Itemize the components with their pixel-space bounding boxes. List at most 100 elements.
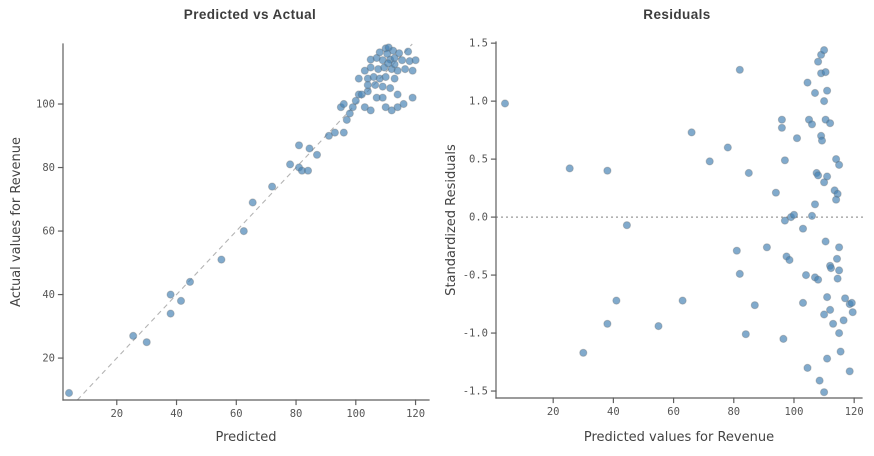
data-point <box>814 57 823 66</box>
data-point <box>835 329 844 338</box>
data-point <box>687 128 696 137</box>
data-point <box>845 367 854 376</box>
data-point <box>833 274 842 283</box>
data-point <box>366 63 375 72</box>
data-point <box>823 86 832 95</box>
plot-area: 20 40 60 80 100 120 -1.5 -1.0 -0.5 0.0 0.5 1.0 1.5 <box>463 38 865 418</box>
data-point <box>375 48 384 57</box>
data-point <box>803 363 812 372</box>
data-point <box>815 376 824 385</box>
data-point <box>393 90 402 99</box>
data-point <box>826 264 836 273</box>
data-point <box>360 103 369 112</box>
data-point <box>342 115 351 125</box>
data-point <box>366 106 375 115</box>
data-point <box>500 99 510 108</box>
data-point <box>821 68 830 77</box>
residuals-chart: 20 40 60 80 100 120 -1.5 -1.0 -0.5 0.0 0.5 1.0 1.5 R… <box>444 7 865 445</box>
data-point <box>387 106 396 115</box>
data-point <box>750 301 759 310</box>
data-point <box>807 120 817 129</box>
data-point <box>565 164 574 173</box>
data-point <box>142 338 151 347</box>
y-tick-label: 20 <box>42 353 55 365</box>
data-point <box>839 316 848 325</box>
y-tick-label: 40 <box>42 289 55 301</box>
data-point <box>408 66 417 75</box>
data-point <box>381 103 390 112</box>
x-tick-label: 40 <box>607 406 620 418</box>
y-tick-label: 0.0 <box>469 212 488 224</box>
data-point <box>603 319 612 328</box>
data-point <box>723 143 732 152</box>
data-point <box>401 65 410 74</box>
data-point <box>744 168 753 178</box>
data-point <box>735 269 744 278</box>
data-point <box>312 150 322 159</box>
data-point <box>339 99 348 109</box>
data-point <box>820 178 829 187</box>
data-point <box>823 293 832 302</box>
data-point <box>404 47 413 56</box>
predicted-vs-actual-chart: 20 40 60 80 100 120 20 40 60 80 100 Predicted vs A… <box>9 7 430 445</box>
data-point <box>835 243 844 252</box>
x-axis-label: Predicted values for Revenue <box>584 430 774 445</box>
x-axis-label: Predicted <box>215 430 276 445</box>
y-axis-label: Standardized Residuals <box>444 144 459 296</box>
data-point <box>303 166 313 175</box>
data-point <box>826 305 835 314</box>
data-point <box>217 255 226 264</box>
data-point <box>378 93 387 102</box>
data-point <box>779 334 788 343</box>
y-tick-label: -1.0 <box>463 328 488 340</box>
data-point <box>408 93 417 102</box>
data-point <box>792 134 802 143</box>
data-point <box>771 188 780 197</box>
data-point <box>823 172 832 181</box>
x-tick-label: 80 <box>727 406 740 418</box>
data-point <box>826 119 835 128</box>
data-point <box>829 319 838 328</box>
data-point <box>339 128 348 137</box>
data-point <box>383 49 392 58</box>
data-point <box>384 59 393 68</box>
data-point <box>820 388 829 397</box>
data-point <box>803 78 812 87</box>
data-point <box>835 266 844 275</box>
data-point <box>381 72 390 82</box>
x-tick-label: 100 <box>784 406 803 418</box>
data-point <box>357 90 366 99</box>
data-point <box>378 82 387 91</box>
y-tick-label: 100 <box>36 99 55 111</box>
data-point <box>789 210 799 219</box>
data-point <box>801 271 811 280</box>
data-point <box>841 294 850 303</box>
data-point <box>305 144 314 153</box>
data-point <box>64 388 74 398</box>
data-point <box>654 322 663 331</box>
data-point <box>166 309 175 318</box>
data-point <box>832 155 841 164</box>
x-tick-label: 20 <box>547 406 560 418</box>
y-tick-label: 1.0 <box>469 96 488 108</box>
x-tick-label: 20 <box>110 408 123 420</box>
data-point <box>732 246 741 255</box>
data-point <box>798 298 808 307</box>
data-point <box>777 115 786 124</box>
y-tick-label: 1.5 <box>469 38 488 50</box>
data-point <box>360 66 369 75</box>
data-point <box>393 66 402 75</box>
data-point <box>814 275 823 284</box>
chart-title: Predicted vs Actual <box>184 7 316 22</box>
data-point <box>678 296 687 305</box>
y-tick-label: -1.5 <box>463 386 488 398</box>
data-point <box>814 171 823 180</box>
data-point <box>579 348 588 357</box>
data-point <box>330 128 339 137</box>
x-tick-label: 120 <box>406 408 425 420</box>
data-point <box>612 296 621 305</box>
data-point <box>354 74 363 83</box>
data-point <box>129 331 138 340</box>
chart-title: Residuals <box>643 7 710 22</box>
